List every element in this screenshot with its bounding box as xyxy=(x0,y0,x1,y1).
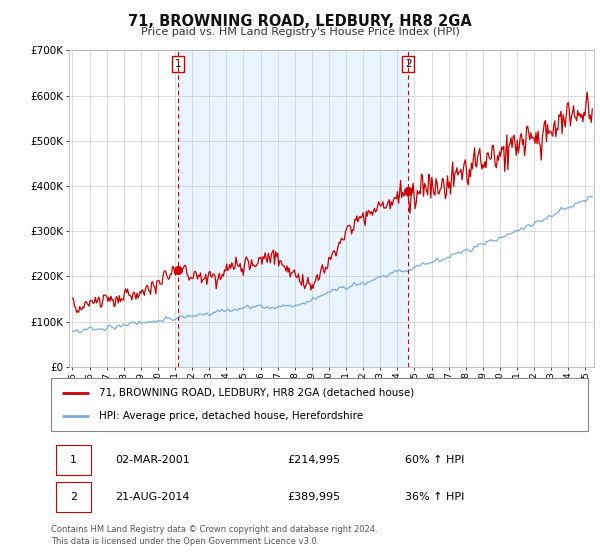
Text: 1: 1 xyxy=(70,455,77,465)
Text: Price paid vs. HM Land Registry's House Price Index (HPI): Price paid vs. HM Land Registry's House … xyxy=(140,27,460,37)
Text: HPI: Average price, detached house, Herefordshire: HPI: Average price, detached house, Here… xyxy=(100,411,364,421)
Bar xyxy=(178,50,408,367)
Text: 1: 1 xyxy=(175,59,181,69)
Bar xyxy=(56,482,91,512)
Text: 36% ↑ HPI: 36% ↑ HPI xyxy=(406,492,465,502)
Text: 60% ↑ HPI: 60% ↑ HPI xyxy=(406,455,465,465)
Text: £214,995: £214,995 xyxy=(287,455,340,465)
Text: 02-MAR-2001: 02-MAR-2001 xyxy=(115,455,190,465)
Text: Contains HM Land Registry data © Crown copyright and database right 2024.
This d: Contains HM Land Registry data © Crown c… xyxy=(51,525,377,546)
Text: £389,995: £389,995 xyxy=(287,492,340,502)
Text: 2: 2 xyxy=(405,59,412,69)
Text: 2: 2 xyxy=(70,492,77,502)
Text: 71, BROWNING ROAD, LEDBURY, HR8 2GA (detached house): 71, BROWNING ROAD, LEDBURY, HR8 2GA (det… xyxy=(100,388,415,398)
Bar xyxy=(56,445,91,475)
Text: 71, BROWNING ROAD, LEDBURY, HR8 2GA: 71, BROWNING ROAD, LEDBURY, HR8 2GA xyxy=(128,14,472,29)
Text: 21-AUG-2014: 21-AUG-2014 xyxy=(115,492,190,502)
